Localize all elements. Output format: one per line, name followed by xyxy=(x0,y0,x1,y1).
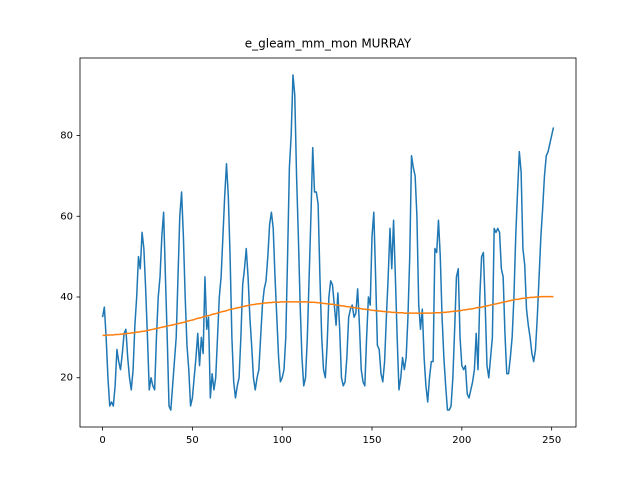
x-tick-label: 0 xyxy=(99,435,105,446)
y-tick-label: 40 xyxy=(60,292,73,303)
x-tick-label: 50 xyxy=(186,435,199,446)
chart-title: e_gleam_mm_mon MURRAY xyxy=(245,37,412,51)
y-tick-label: 20 xyxy=(60,373,73,384)
plot-frame xyxy=(79,57,577,428)
x-tick-label: 250 xyxy=(542,435,561,446)
line-series xyxy=(101,74,555,411)
line-series xyxy=(102,295,554,337)
y-tick-label: 80 xyxy=(60,131,73,142)
x-tick-label: 150 xyxy=(362,435,381,446)
y-tick-label: 60 xyxy=(60,211,73,222)
x-tick-label: 100 xyxy=(273,435,292,446)
x-tick-label: 200 xyxy=(452,435,471,446)
